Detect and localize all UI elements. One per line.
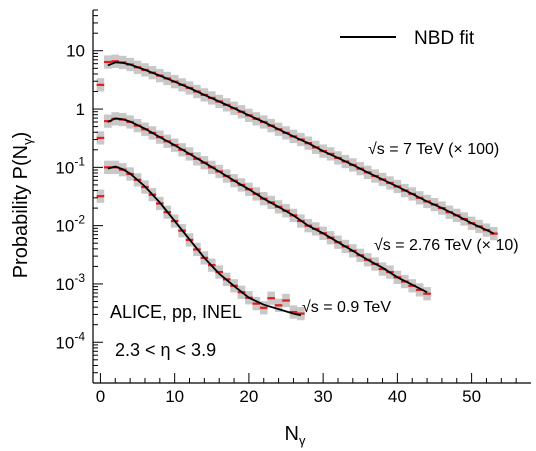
x-tick-label: 10 xyxy=(165,387,184,406)
y-tick-label: 10-1 xyxy=(55,154,85,177)
legend-label: NBD fit xyxy=(414,28,475,49)
series-s7 xyxy=(96,54,498,241)
y-tick-label: 1 xyxy=(76,100,85,119)
annotation-s276: √s = 2.76 TeV (× 10) xyxy=(374,237,519,254)
axes: 0 10 20 30 40 50 10-4 10-3 10-2 10-1 1 10 xyxy=(55,9,531,406)
plot-area xyxy=(96,54,498,321)
fit-curve xyxy=(107,61,495,235)
x-tick-label: 50 xyxy=(462,387,481,406)
y-axis-title: Probability P(Nγ) xyxy=(10,132,35,279)
series-s276 xyxy=(96,112,431,301)
y-tick-label: 10-2 xyxy=(55,213,85,236)
y-tick-label: 10-3 xyxy=(55,271,85,294)
x-axis-title: Nγ xyxy=(285,423,306,448)
y-tick-label: 10 xyxy=(66,42,85,61)
y-tick-label: 10-4 xyxy=(55,329,85,352)
annotation-experiment: ALICE, pp, INEL xyxy=(110,302,242,322)
x-tick-label: 40 xyxy=(388,387,407,406)
x-tick-label: 20 xyxy=(239,387,258,406)
legend: NBD fit xyxy=(340,28,475,49)
annotation-eta-range: 2.3 < η < 3.9 xyxy=(115,340,216,360)
series-s09 xyxy=(96,160,305,321)
x-tick-label: 0 xyxy=(96,387,105,406)
fit-curve xyxy=(107,117,428,294)
x-tick-label: 30 xyxy=(314,387,333,406)
annotation-s09: √s = 0.9 TeV xyxy=(302,299,391,316)
annotation-s7: √s = 7 TeV (× 100) xyxy=(368,141,499,158)
fit-curve xyxy=(107,165,302,317)
